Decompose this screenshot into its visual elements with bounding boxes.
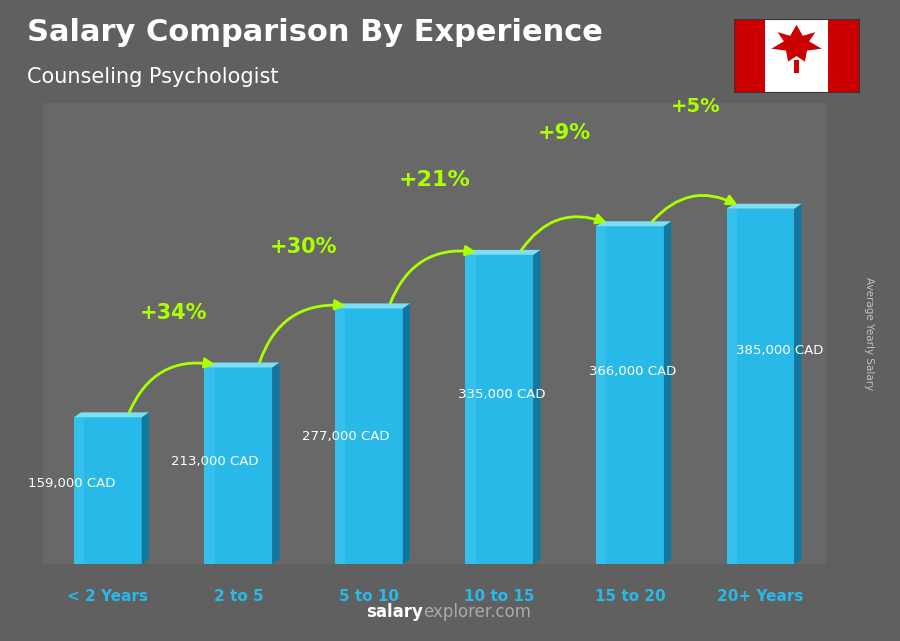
Text: explorer.com: explorer.com xyxy=(423,603,531,621)
Text: 2 to 5: 2 to 5 xyxy=(213,590,263,604)
Bar xyxy=(596,226,664,564)
Polygon shape xyxy=(795,204,802,564)
Polygon shape xyxy=(726,204,802,209)
Bar xyxy=(465,255,534,564)
Text: 20+ Years: 20+ Years xyxy=(717,590,804,604)
Text: 277,000 CAD: 277,000 CAD xyxy=(302,429,389,443)
Polygon shape xyxy=(204,363,280,367)
Polygon shape xyxy=(664,221,671,564)
Bar xyxy=(734,19,765,93)
Polygon shape xyxy=(771,25,822,62)
Polygon shape xyxy=(534,250,541,564)
Polygon shape xyxy=(141,412,149,564)
Polygon shape xyxy=(335,303,410,308)
Bar xyxy=(765,19,828,93)
Bar xyxy=(726,209,795,564)
Text: 15 to 20: 15 to 20 xyxy=(595,590,665,604)
Text: +5%: +5% xyxy=(670,97,720,116)
Polygon shape xyxy=(596,226,607,564)
Text: salary: salary xyxy=(366,603,423,621)
Polygon shape xyxy=(204,367,215,564)
Polygon shape xyxy=(403,303,410,564)
Text: 5 to 10: 5 to 10 xyxy=(339,590,399,604)
Text: +21%: +21% xyxy=(398,170,470,190)
Text: +9%: +9% xyxy=(538,123,591,143)
Bar xyxy=(335,308,403,564)
Polygon shape xyxy=(273,363,280,564)
Polygon shape xyxy=(465,255,476,564)
Text: 213,000 CAD: 213,000 CAD xyxy=(171,455,258,469)
Bar xyxy=(795,60,798,72)
Text: 335,000 CAD: 335,000 CAD xyxy=(458,388,545,401)
Polygon shape xyxy=(74,412,148,417)
Text: +30%: +30% xyxy=(270,237,338,256)
Text: Salary Comparison By Experience: Salary Comparison By Experience xyxy=(27,19,603,47)
Polygon shape xyxy=(74,417,85,564)
Text: Average Yearly Salary: Average Yearly Salary xyxy=(863,277,874,390)
Text: < 2 Years: < 2 Years xyxy=(68,590,148,604)
Text: +34%: +34% xyxy=(140,303,207,323)
Text: 385,000 CAD: 385,000 CAD xyxy=(736,344,824,358)
Polygon shape xyxy=(596,221,671,226)
Polygon shape xyxy=(465,250,541,255)
Text: 10 to 15: 10 to 15 xyxy=(464,590,535,604)
Bar xyxy=(828,19,859,93)
Polygon shape xyxy=(335,308,346,564)
Text: Counseling Psychologist: Counseling Psychologist xyxy=(27,67,278,87)
Polygon shape xyxy=(726,209,737,564)
Bar xyxy=(204,367,273,564)
Bar xyxy=(74,417,141,564)
Text: 366,000 CAD: 366,000 CAD xyxy=(589,365,676,378)
Text: 159,000 CAD: 159,000 CAD xyxy=(28,477,115,490)
